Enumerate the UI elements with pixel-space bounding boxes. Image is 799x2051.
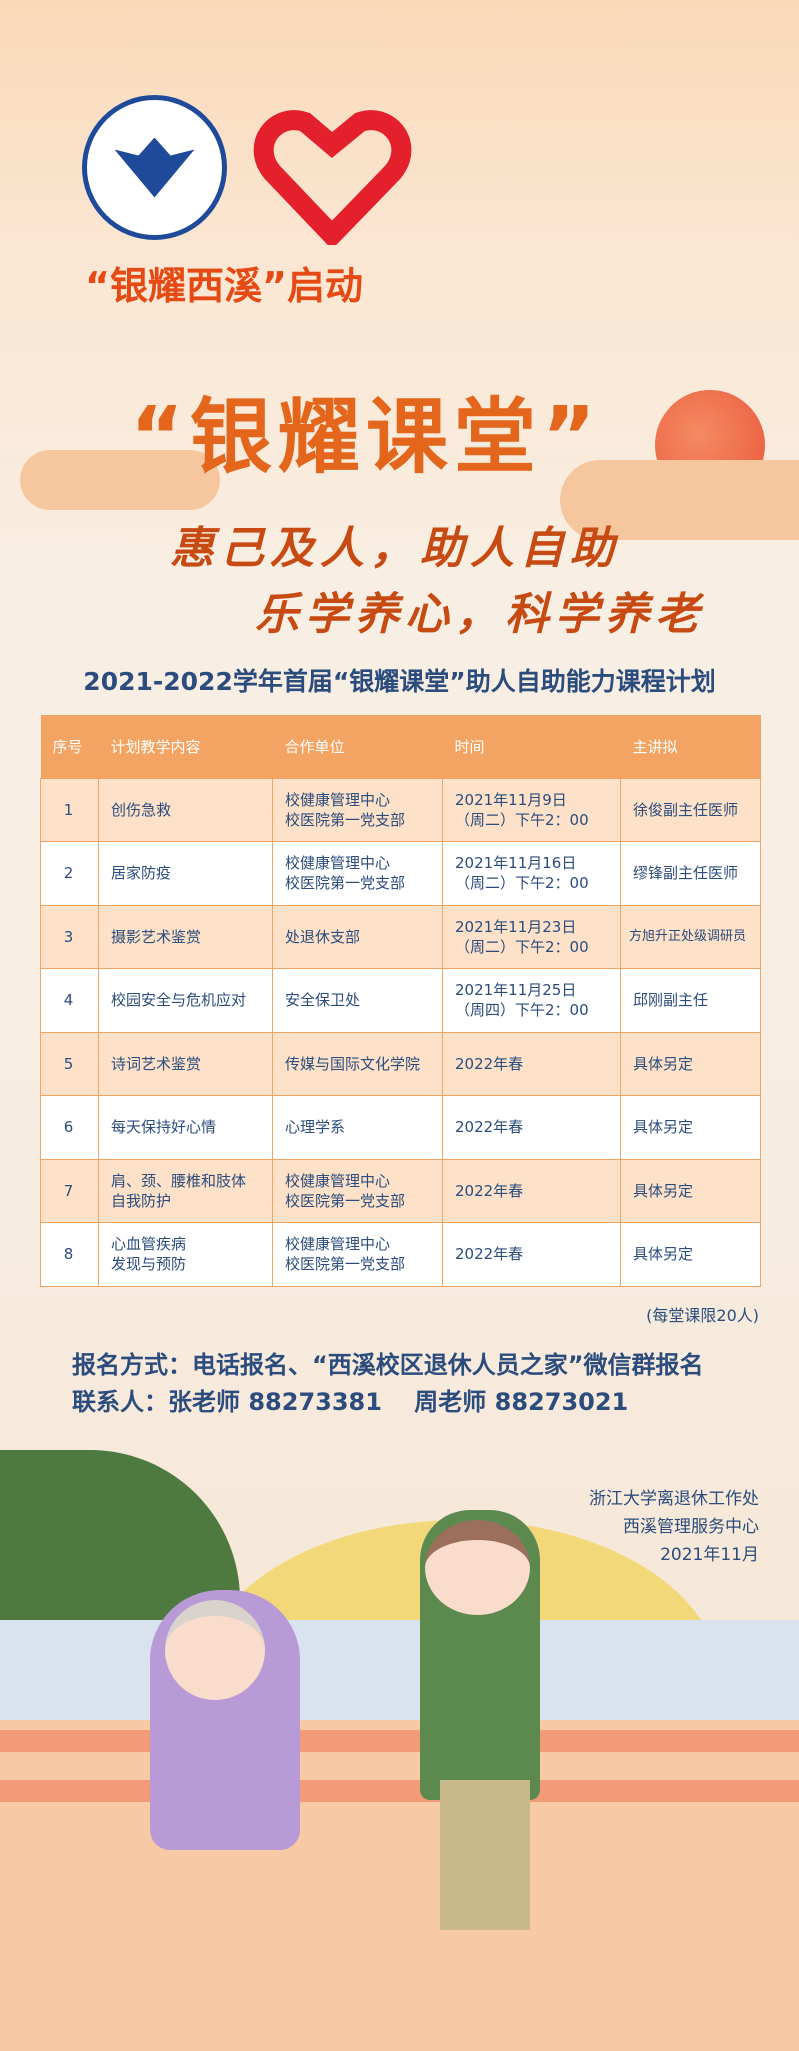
table-row: 4 校园安全与危机应对 安全保卫处 2021年11月25日 （周四）下午2：00 邱刚副… bbox=[40, 968, 761, 1033]
table-cell: 处退休支部 bbox=[272, 904, 443, 969]
table-cell: 安全保卫处 bbox=[272, 968, 443, 1033]
table-row: 8 心血管疾病 发现与预防 校健康管理中心 校医院第一党支部 2022年春 具体另定 bbox=[40, 1222, 761, 1287]
table-cell: 2022年春 bbox=[442, 1095, 621, 1160]
fence-rail bbox=[0, 1780, 799, 1802]
table-row: 7 肩、颈、腰椎和肢体 自我防护 校健康管理中心 校医院第一党支部 2022年春 具体另… bbox=[40, 1158, 761, 1223]
grandpa-face bbox=[425, 1520, 530, 1615]
table-cell: 2021年11月25日 （周四）下午2：00 bbox=[442, 968, 621, 1033]
table-cell: 居家防疫 bbox=[98, 841, 273, 906]
table-cell: 2022年春 bbox=[442, 1222, 621, 1287]
slogan-2: 乐学养心，科学养老 bbox=[255, 589, 705, 640]
table-row: 1 创伤急救 校健康管理中心 校医院第一党支部 2021年11月9日 （周二）下午2：… bbox=[40, 777, 761, 842]
table-cell: 2021年11月23日 （周二）下午2：00 bbox=[442, 904, 621, 969]
schedule-subtitle: 2021-2022学年首届“银耀课堂”助人自助能力课程计划 bbox=[83, 667, 716, 696]
organizer: 浙江大学离退休工作处 西溪管理服务中心 2021年11月 bbox=[589, 1485, 759, 1569]
table-cell: 每天保持好心情 bbox=[98, 1095, 273, 1160]
table-cell: 校健康管理中心 校医院第一党支部 bbox=[272, 841, 443, 906]
contact-info: 联系人：张老师 88273381 周老师 88273021 bbox=[72, 1388, 629, 1416]
table-row: 6 每天保持好心情 心理学系 2022年春 具体另定 bbox=[40, 1095, 761, 1160]
table-cell: 邱刚副主任 bbox=[620, 968, 761, 1033]
column-header: 序号 bbox=[40, 715, 99, 778]
table-row: 2 居家防疫 校健康管理中心 校医院第一党支部 2021年11月16日 （周二）下午2… bbox=[40, 841, 761, 906]
registration-info: 报名方式：电话报名、“西溪校区退休人员之家”微信群报名 bbox=[72, 1351, 704, 1379]
table-cell: 缪锋副主任医师 bbox=[620, 841, 761, 906]
table-cell: 具体另定 bbox=[620, 1031, 761, 1096]
table-header-row: 序号 计划教学内容 合作单位 时间 主讲拟 bbox=[40, 715, 761, 778]
table-cell: 徐俊副主任医师 bbox=[620, 777, 761, 842]
table-cell: 校健康管理中心 校医院第一党支部 bbox=[272, 777, 443, 842]
organizer-date: 2021年11月 bbox=[660, 1545, 759, 1565]
column-header: 主讲拟 bbox=[620, 715, 761, 778]
grandpa-trousers bbox=[440, 1780, 530, 1930]
slogan-1: 惠己及人，助人自助 bbox=[170, 523, 620, 574]
table-cell: 摄影艺术鉴赏 bbox=[98, 904, 273, 969]
table-cell: 传媒与国际文化学院 bbox=[272, 1031, 443, 1096]
table-cell: 校园安全与危机应对 bbox=[98, 968, 273, 1033]
table-cell: 方旭升正处级调研员 bbox=[620, 904, 761, 969]
eagle-emblem-icon bbox=[114, 137, 195, 198]
table-cell: 1 bbox=[40, 777, 99, 842]
table-cell: 2022年春 bbox=[442, 1158, 621, 1223]
page-title: “银耀课堂” bbox=[130, 390, 602, 485]
table-cell: 肩、颈、腰椎和肢体 自我防护 bbox=[98, 1158, 273, 1223]
table-cell: 校健康管理中心 校医院第一党支部 bbox=[272, 1158, 443, 1223]
table-cell: 创伤急救 bbox=[98, 777, 273, 842]
table-cell: 6 bbox=[40, 1095, 99, 1160]
heart-hand-icon bbox=[253, 110, 412, 245]
organizer-line: 浙江大学离退休工作处 bbox=[589, 1489, 759, 1509]
table-cell: 8 bbox=[40, 1222, 99, 1287]
table-cell: 2021年11月16日 （周二）下午2：00 bbox=[442, 841, 621, 906]
table-cell: 具体另定 bbox=[620, 1222, 761, 1287]
table-cell: 2022年春 bbox=[442, 1031, 621, 1096]
course-table: 序号 计划教学内容 合作单位 时间 主讲拟 1 创伤急救 校健康管理中心 校医院第一党支部 2… bbox=[40, 715, 761, 1287]
table-cell: 校健康管理中心 校医院第一党支部 bbox=[272, 1222, 443, 1287]
column-header: 合作单位 bbox=[272, 715, 443, 778]
cloud-decoration bbox=[560, 460, 799, 540]
table-cell: 2 bbox=[40, 841, 99, 906]
table-cell: 具体另定 bbox=[620, 1095, 761, 1160]
table-cell: 心理学系 bbox=[272, 1095, 443, 1160]
grandma-face bbox=[165, 1600, 265, 1700]
column-header: 计划教学内容 bbox=[98, 715, 273, 778]
table-cell: 3 bbox=[40, 904, 99, 969]
fence-rail bbox=[0, 1730, 799, 1752]
table-cell: 诗词艺术鉴赏 bbox=[98, 1031, 273, 1096]
table-row: 5 诗词艺术鉴赏 传媒与国际文化学院 2022年春 具体另定 bbox=[40, 1031, 761, 1096]
table-cell: 2021年11月9日 （周二）下午2：00 bbox=[442, 777, 621, 842]
ground-illustration bbox=[0, 1720, 799, 2051]
table-cell: 5 bbox=[40, 1031, 99, 1096]
table-cell: 心血管疾病 发现与预防 bbox=[98, 1222, 273, 1287]
cloud-decoration bbox=[20, 450, 220, 510]
table-cell: 4 bbox=[40, 968, 99, 1033]
organizer-line: 西溪管理服务中心 bbox=[623, 1517, 759, 1537]
table-cell: 具体另定 bbox=[620, 1158, 761, 1223]
table-cell: 7 bbox=[40, 1158, 99, 1223]
limit-note: (每堂课限20人) bbox=[646, 1306, 759, 1325]
column-header: 时间 bbox=[442, 715, 621, 778]
launch-text: “银耀西溪”启动 bbox=[85, 264, 363, 308]
table-row: 3 摄影艺术鉴赏 处退休支部 2021年11月23日 （周二）下午2：00 方旭升正处级… bbox=[40, 904, 761, 969]
zju-logo bbox=[82, 95, 227, 240]
